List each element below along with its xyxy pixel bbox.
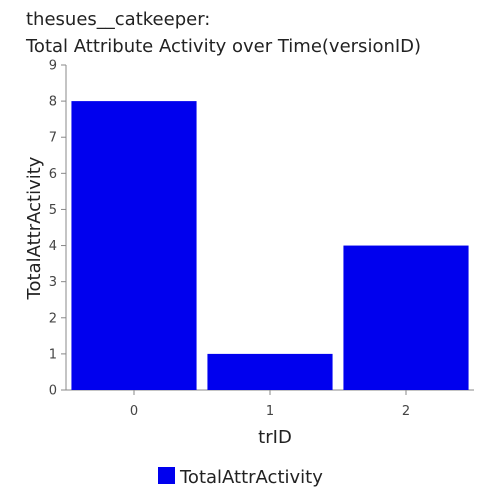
x-axis-label: trID: [258, 427, 292, 448]
legend-swatch: [158, 467, 175, 484]
y-tick-label: 7: [49, 131, 57, 146]
y-tick-label: 4: [49, 239, 57, 254]
y-tick-label: 1: [49, 347, 57, 362]
y-tick-label: 5: [49, 203, 57, 218]
y-tick-label: 8: [49, 95, 57, 110]
chart-title-line-2: Total Attribute Activity over Time(versi…: [25, 36, 421, 57]
chart-title: thesues__catkeeper: Total Attribute Acti…: [25, 9, 421, 57]
y-tick-label: 9: [49, 59, 57, 74]
y-tick-label: 2: [49, 311, 57, 326]
y-axis-label: TotalAttrActivity: [24, 156, 45, 300]
y-tick-label: 0: [49, 384, 57, 399]
y-ticks: 0 1 2 3 4 5 6 7 8 9: [49, 59, 66, 399]
legend: TotalAttrActivity: [158, 467, 323, 488]
bars: [71, 101, 469, 390]
bar-2: [343, 245, 469, 390]
y-tick-label: 3: [49, 275, 57, 290]
y-tick-label: 6: [49, 167, 57, 182]
chart-title-line-1: thesues__catkeeper:: [26, 9, 210, 30]
bar-1: [207, 353, 333, 390]
x-ticks: 0 1 2: [130, 390, 410, 419]
x-tick-label: 0: [130, 404, 138, 419]
x-tick-label: 2: [402, 404, 410, 419]
bar-0: [71, 101, 197, 390]
legend-label: TotalAttrActivity: [179, 467, 323, 488]
x-tick-label: 1: [266, 404, 274, 419]
